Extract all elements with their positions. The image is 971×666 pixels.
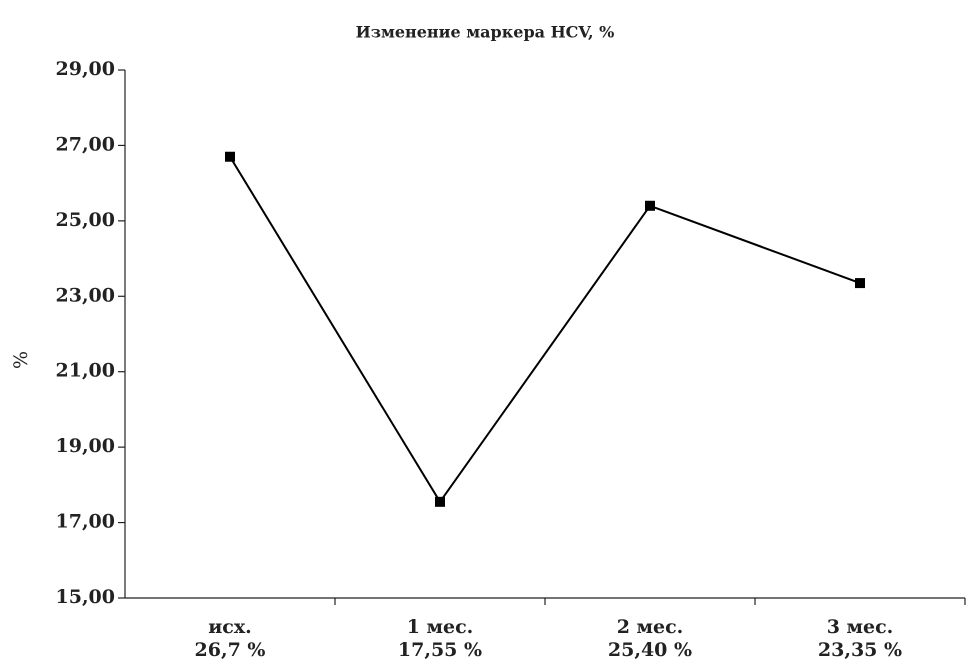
marker	[645, 200, 655, 211]
y-tick-label: 21,00	[56, 360, 116, 382]
marker	[855, 278, 865, 289]
y-tick-label: 19,00	[56, 435, 116, 457]
y-tick-label: 17,00	[56, 511, 116, 533]
y-axis-label: %	[10, 351, 32, 369]
y-tick-label: 15,00	[56, 586, 116, 608]
x-tick-label: 3 мес.	[827, 616, 894, 638]
y-tick-label: 29,00	[56, 58, 116, 80]
series-line	[229, 156, 861, 504]
y-tick-label: 25,00	[56, 209, 116, 231]
x-tick-label: 1 мес.	[407, 616, 474, 638]
y-tick-label: 23,00	[56, 284, 116, 306]
marker	[225, 151, 235, 162]
value-label: 17,55 %	[398, 639, 482, 661]
value-label: 25,40 %	[608, 639, 692, 661]
chart-title: Изменение маркера HCV, %	[356, 23, 615, 42]
x-tick-label: исх.	[208, 616, 252, 638]
marker	[435, 496, 445, 507]
value-label: 26,7 %	[195, 639, 266, 661]
y-tick-label: 27,00	[56, 133, 116, 155]
value-label: 23,35 %	[818, 639, 902, 661]
x-tick-label: 2 мес.	[617, 616, 684, 638]
